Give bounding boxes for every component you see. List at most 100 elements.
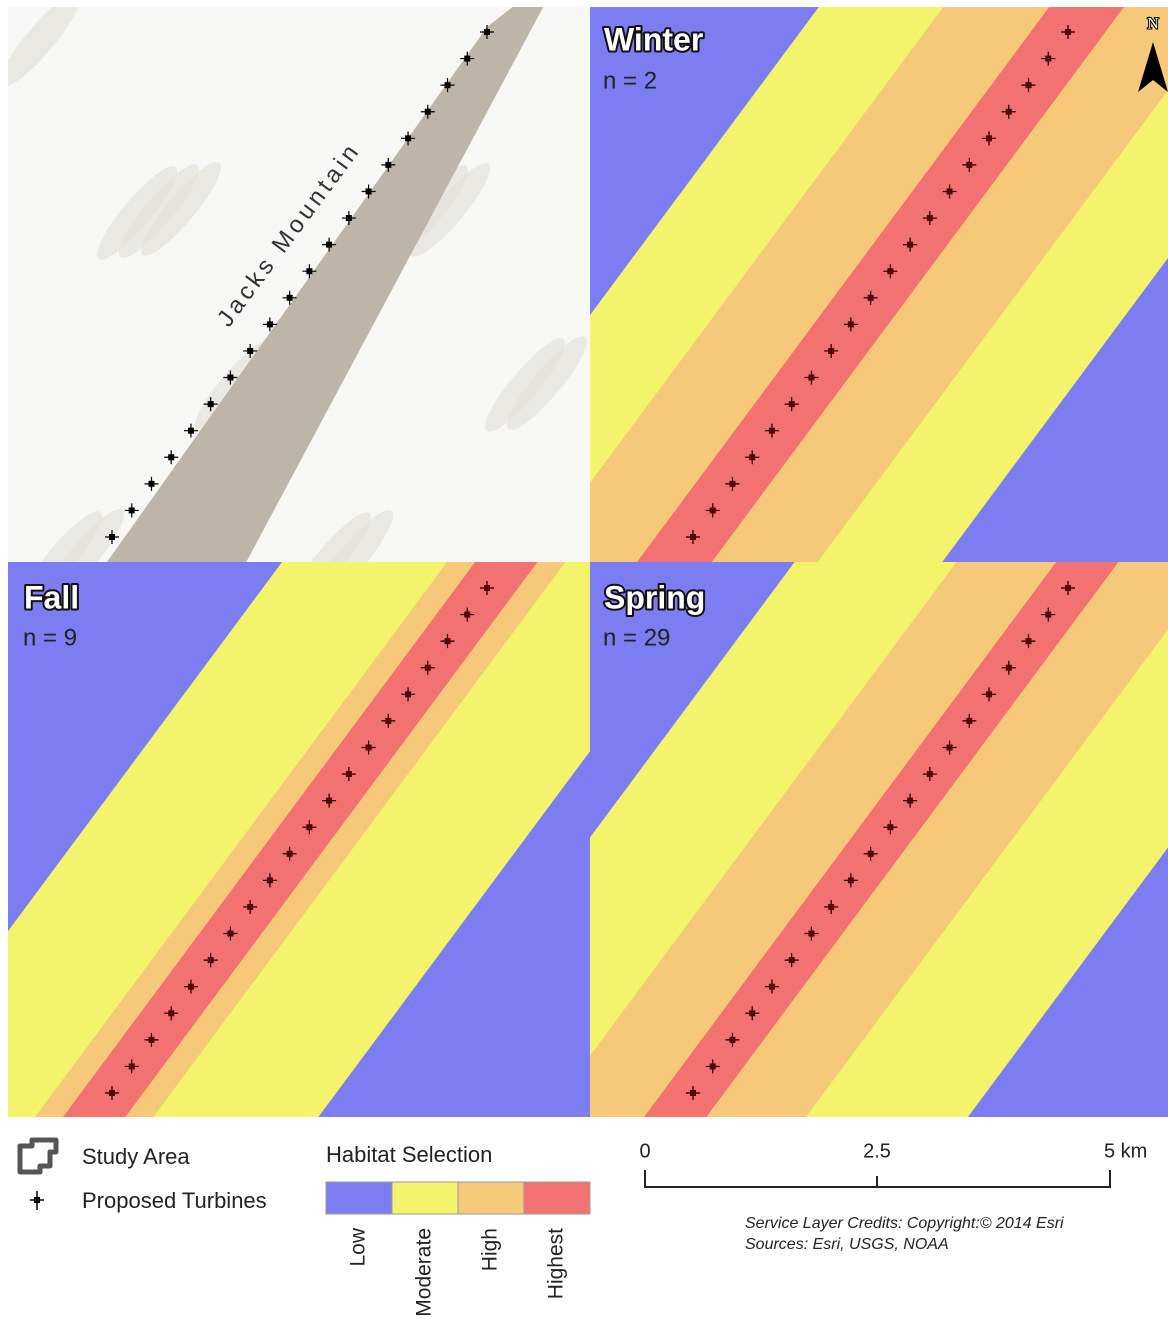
turbine — [848, 877, 854, 883]
turbine — [129, 507, 135, 513]
turbine — [148, 1037, 154, 1043]
turbine — [947, 744, 953, 750]
turbine — [405, 691, 411, 697]
turbine — [927, 771, 933, 777]
turbine — [227, 931, 233, 937]
turbine — [789, 957, 795, 963]
turbine — [306, 268, 312, 274]
turbine — [366, 744, 372, 750]
turbine — [947, 188, 953, 194]
turbine — [1065, 585, 1071, 591]
turbine — [868, 295, 874, 301]
turbine — [445, 638, 451, 644]
turbine — [168, 1010, 174, 1016]
turbine — [385, 718, 391, 724]
panel-sample-size: n = 29 — [603, 624, 670, 651]
panel-sample-size: n = 9 — [23, 624, 77, 651]
turbine — [749, 454, 755, 460]
turbine — [405, 135, 411, 141]
turbine — [907, 798, 913, 804]
turbine-icon — [30, 1191, 44, 1210]
legend-swatch — [392, 1182, 458, 1214]
turbine — [966, 162, 972, 168]
scale-label: 0 — [639, 1140, 650, 1162]
turbine — [267, 877, 273, 883]
turbine — [445, 82, 451, 88]
scale-label: 2.5 — [863, 1140, 891, 1162]
turbine — [227, 375, 233, 381]
turbine — [749, 1010, 755, 1016]
legend-swatch — [524, 1182, 590, 1214]
turbine — [109, 1090, 115, 1096]
map-panels — [0, 0, 1168, 1270]
legend-swatch — [458, 1182, 524, 1214]
turbine — [326, 798, 332, 804]
turbine — [710, 507, 716, 513]
class-label: High — [479, 1228, 502, 1271]
turbine — [129, 1063, 135, 1069]
turbine — [887, 824, 893, 830]
turbine — [828, 904, 834, 910]
turbine — [986, 691, 992, 697]
turbine — [208, 401, 214, 407]
turbine — [868, 851, 874, 857]
turbine — [1006, 665, 1012, 671]
turbine — [769, 428, 775, 434]
turbine — [1065, 29, 1071, 35]
turbine — [1045, 56, 1051, 62]
turbine — [188, 984, 194, 990]
turbine — [808, 931, 814, 937]
turbine — [188, 428, 194, 434]
turbine — [789, 401, 795, 407]
turbine — [306, 824, 312, 830]
turbine — [808, 375, 814, 381]
map-figure: Winter n = 2 Fall n = 9 Spring n = 29 Ja… — [0, 0, 1168, 1323]
turbine — [208, 957, 214, 963]
credits: Service Layer Credits: Copyright:© 2014 … — [745, 1215, 1064, 1232]
class-label: Moderate — [413, 1228, 436, 1317]
turbine — [484, 29, 490, 35]
legend-swatch — [326, 1182, 392, 1214]
turbine — [1045, 612, 1051, 618]
panel-title: Fall — [24, 579, 79, 615]
panel-title: Spring — [604, 579, 705, 615]
credits: Sources: Esri, USGS, NOAA — [745, 1236, 949, 1253]
turbine — [168, 454, 174, 460]
legend-title: Habitat Selection — [326, 1142, 492, 1167]
turbine — [247, 904, 253, 910]
legend-label: Study Area — [82, 1144, 190, 1169]
panel-sample-size: n = 2 — [603, 67, 657, 94]
turbine — [287, 851, 293, 857]
legend-label: Proposed Turbines — [82, 1188, 267, 1213]
turbine — [986, 135, 992, 141]
study-area-icon — [20, 1140, 56, 1172]
turbine — [385, 162, 391, 168]
turbine — [109, 534, 115, 540]
turbine — [267, 321, 273, 327]
turbine — [425, 109, 431, 115]
turbine — [148, 481, 154, 487]
turbine — [425, 665, 431, 671]
turbine — [927, 215, 933, 221]
turbine — [366, 188, 372, 194]
turbine — [346, 215, 352, 221]
turbine — [1026, 638, 1032, 644]
turbine — [690, 1090, 696, 1096]
habitat-legend — [326, 1182, 590, 1214]
class-label: Highest — [545, 1228, 568, 1299]
panel-title: Winter — [604, 21, 703, 57]
turbine — [484, 585, 490, 591]
turbine — [710, 1063, 716, 1069]
turbine — [729, 1037, 735, 1043]
turbine — [966, 718, 972, 724]
scale-label: 5 km — [1104, 1140, 1147, 1162]
turbine — [287, 295, 293, 301]
scale-bar — [645, 1170, 1110, 1188]
turbine — [690, 534, 696, 540]
turbine — [247, 348, 253, 354]
turbine — [729, 481, 735, 487]
turbine — [1026, 82, 1032, 88]
turbine — [887, 268, 893, 274]
turbine — [828, 348, 834, 354]
class-label: Low — [347, 1227, 370, 1266]
